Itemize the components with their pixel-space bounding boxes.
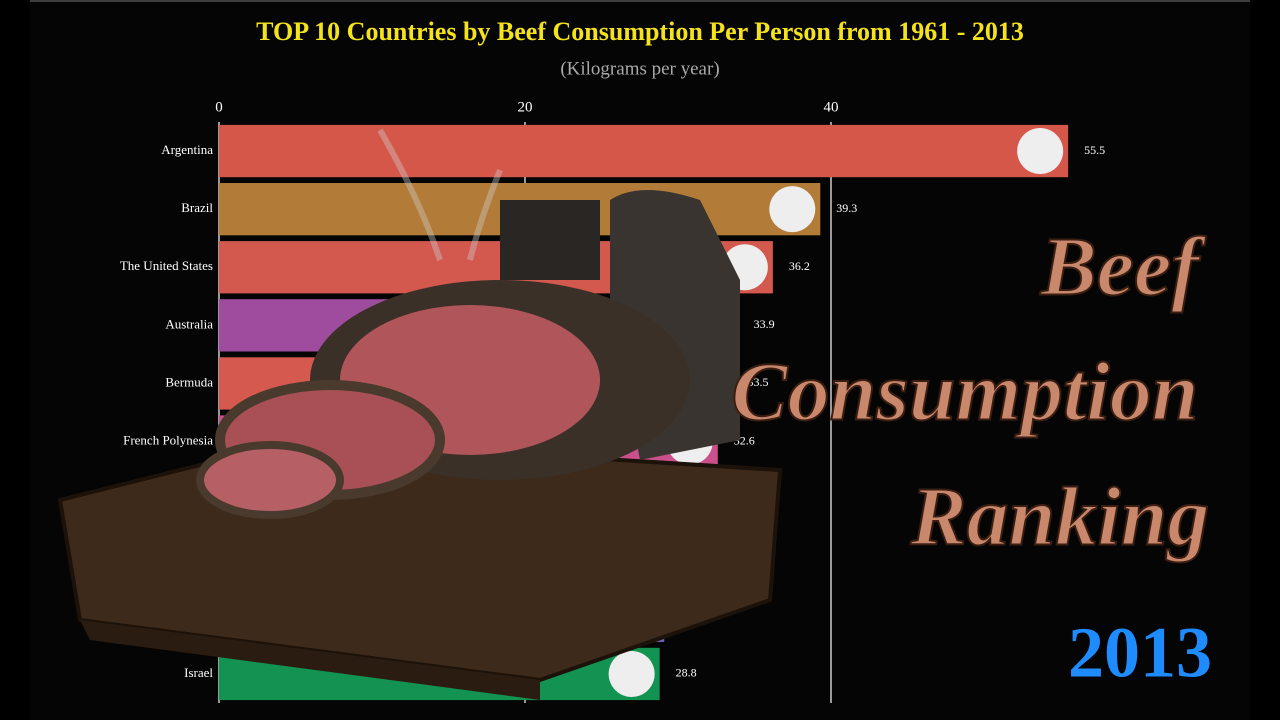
bar: [219, 124, 1069, 178]
y-tick-label: French Polynesia: [123, 433, 213, 448]
flag: [1017, 128, 1064, 175]
y-tick-label: Australia: [165, 316, 213, 331]
annotation: Ranking: [910, 470, 1210, 563]
x-tick-label: 0: [215, 99, 223, 115]
value-label: 39.3: [836, 201, 857, 215]
chart-title: TOP 10 Countries by Beef Consumption Per…: [256, 17, 1024, 46]
value-label: 28.8: [676, 666, 697, 680]
annotation: Beef: [1040, 220, 1207, 313]
y-tick-label: The United States: [120, 258, 213, 273]
value-label: 55.5: [1084, 143, 1105, 157]
value-label: 36.2: [789, 259, 810, 273]
flag: [608, 650, 655, 697]
x-tick-label: 40: [824, 99, 839, 115]
y-tick-label: Argentina: [161, 142, 213, 157]
annotation: Consumption: [732, 345, 1199, 438]
year-label: 2013: [1068, 613, 1212, 693]
x-tick-label: 20: [518, 99, 533, 115]
value-label: 33.5: [748, 375, 769, 389]
y-tick-label: Bermuda: [165, 374, 213, 389]
y-tick-label: Brazil: [181, 200, 213, 215]
beef-photo: [57, 128, 783, 700]
y-tick-label: Israel: [184, 665, 213, 680]
value-label: 33.9: [754, 317, 775, 331]
flag: [769, 186, 816, 233]
chart-subtitle: (Kilograms per year): [560, 58, 719, 79]
